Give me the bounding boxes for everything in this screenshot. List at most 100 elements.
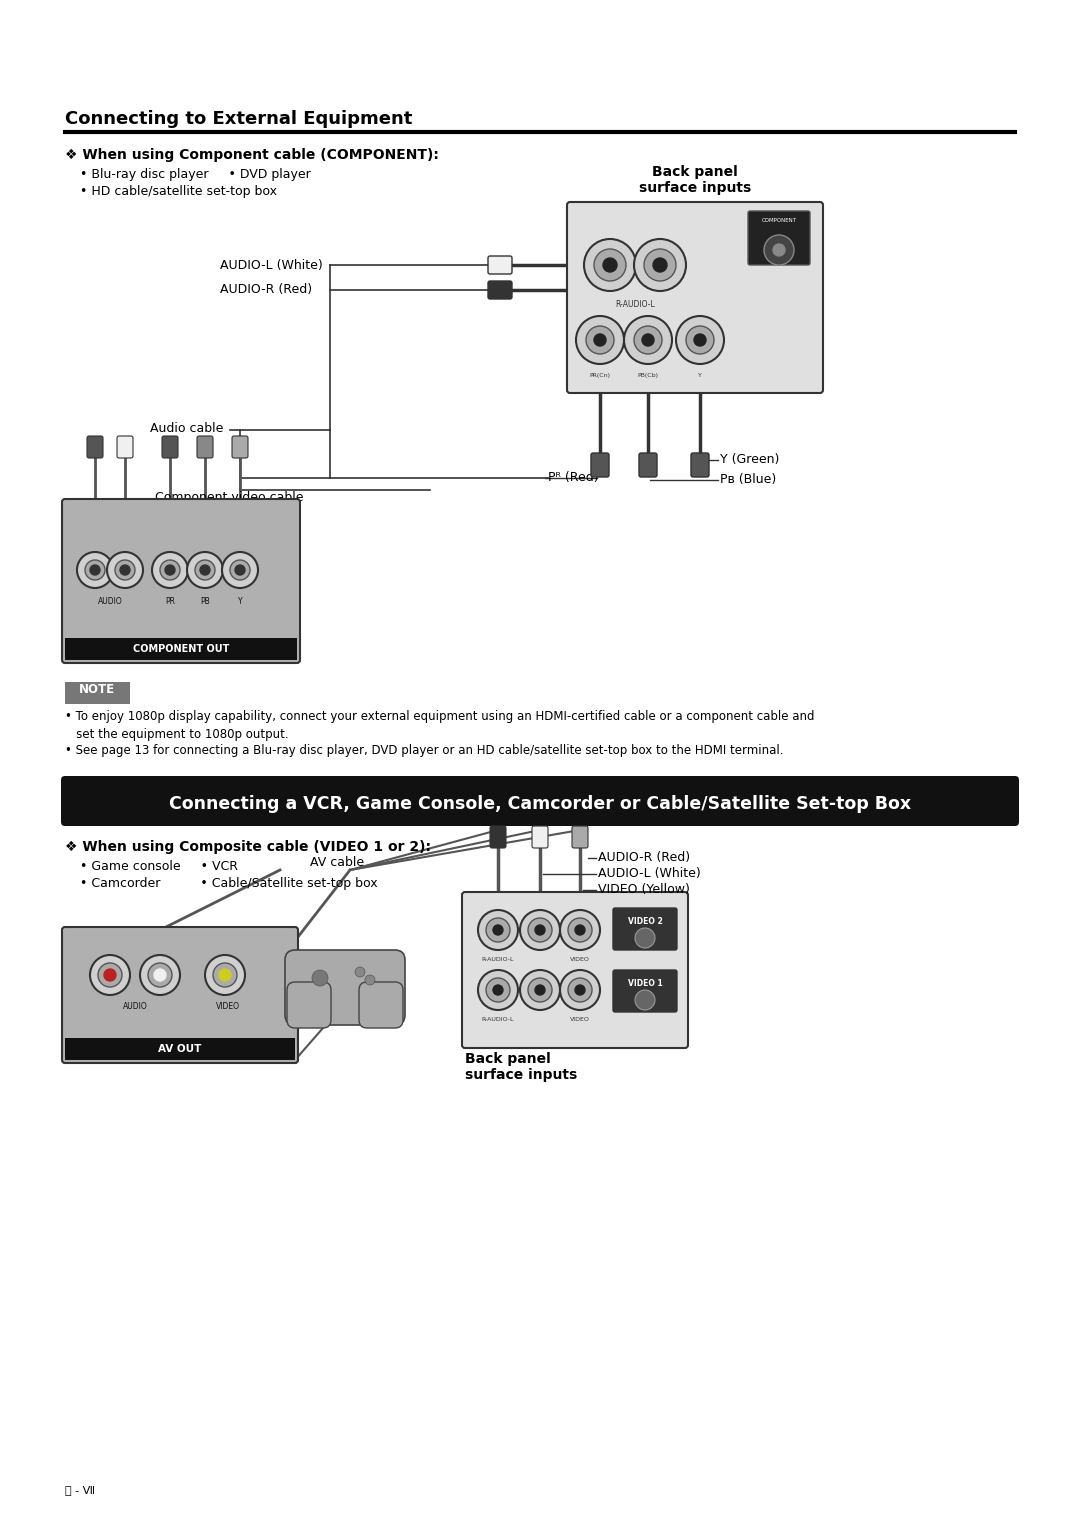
Circle shape (148, 964, 172, 986)
Circle shape (535, 925, 545, 935)
Text: AV cable: AV cable (310, 857, 364, 869)
Circle shape (486, 918, 510, 942)
Text: AUDIO-L (White): AUDIO-L (White) (598, 867, 701, 881)
FancyBboxPatch shape (613, 909, 677, 950)
Circle shape (519, 970, 561, 1009)
Circle shape (642, 334, 654, 347)
Text: R-AUDIO-L: R-AUDIO-L (482, 1017, 514, 1022)
Circle shape (478, 970, 518, 1009)
Circle shape (365, 976, 375, 985)
Circle shape (594, 249, 626, 281)
Text: AUDIO-R (Red): AUDIO-R (Red) (220, 284, 312, 296)
Text: PB: PB (200, 597, 210, 606)
Text: Y (Green): Y (Green) (720, 454, 780, 467)
Text: Audio cable: Audio cable (150, 421, 224, 435)
Circle shape (528, 918, 552, 942)
Circle shape (107, 551, 143, 588)
Text: Pʙ (Blue): Pʙ (Blue) (720, 473, 777, 487)
FancyBboxPatch shape (639, 454, 657, 476)
Circle shape (195, 560, 215, 580)
Text: • HD cable/satellite set-top box: • HD cable/satellite set-top box (80, 185, 276, 199)
Circle shape (312, 970, 328, 986)
FancyBboxPatch shape (488, 281, 512, 299)
Text: COMPONENT OUT: COMPONENT OUT (133, 644, 229, 654)
Text: PR(Cn): PR(Cn) (590, 373, 610, 379)
Circle shape (635, 928, 654, 948)
Circle shape (653, 258, 667, 272)
FancyBboxPatch shape (462, 892, 688, 1048)
Text: R-AUDIO-L: R-AUDIO-L (616, 299, 654, 308)
Circle shape (764, 235, 794, 266)
Text: AUDIO: AUDIO (97, 597, 122, 606)
Circle shape (90, 565, 100, 576)
Circle shape (120, 565, 130, 576)
Text: Connecting a VCR, Game Console, Camcorder or Cable/Satellite Set-top Box: Connecting a VCR, Game Console, Camcorde… (168, 796, 912, 812)
FancyBboxPatch shape (691, 454, 708, 476)
Text: Component video cable: Component video cable (156, 490, 303, 504)
Text: AV OUT: AV OUT (159, 1044, 202, 1054)
Circle shape (576, 316, 624, 363)
Circle shape (213, 964, 237, 986)
Circle shape (85, 560, 105, 580)
Text: • See page 13 for connecting a Blu-ray disc player, DVD player or an HD cable/sa: • See page 13 for connecting a Blu-ray d… (65, 744, 783, 757)
Text: set the equipment to 1080p output.: set the equipment to 1080p output. (65, 728, 288, 741)
Text: Back panel
surface inputs: Back panel surface inputs (639, 165, 751, 195)
Circle shape (568, 977, 592, 1002)
FancyBboxPatch shape (359, 982, 403, 1028)
Text: ❖ When using Component cable (COMPONENT):: ❖ When using Component cable (COMPONENT)… (65, 148, 438, 162)
Bar (65, 638, 297, 660)
Circle shape (77, 551, 113, 588)
Text: Y: Y (698, 373, 702, 379)
Text: COMPONENT: COMPONENT (761, 218, 797, 223)
Text: Pᴿ (Red): Pᴿ (Red) (548, 472, 598, 484)
Circle shape (205, 954, 245, 996)
Circle shape (104, 970, 116, 980)
Circle shape (575, 985, 585, 996)
Circle shape (586, 325, 615, 354)
Text: • Camcorder          • Cable/Satellite set-top box: • Camcorder • Cable/Satellite set-top bo… (80, 876, 378, 890)
Circle shape (98, 964, 122, 986)
FancyBboxPatch shape (62, 499, 300, 663)
Text: VIDEO: VIDEO (570, 957, 590, 962)
Circle shape (694, 334, 706, 347)
Circle shape (561, 970, 600, 1009)
Circle shape (634, 240, 686, 292)
Text: VIDEO 2: VIDEO 2 (627, 918, 662, 925)
Circle shape (219, 970, 231, 980)
Circle shape (160, 560, 180, 580)
Text: AUDIO-L (White): AUDIO-L (White) (220, 258, 323, 272)
Circle shape (486, 977, 510, 1002)
Circle shape (478, 910, 518, 950)
Text: NOTE: NOTE (79, 683, 116, 696)
Circle shape (235, 565, 245, 576)
FancyBboxPatch shape (117, 437, 133, 458)
FancyBboxPatch shape (65, 683, 130, 704)
Text: R-AUDIO-L: R-AUDIO-L (482, 957, 514, 962)
Circle shape (528, 977, 552, 1002)
Text: VIDEO (Yellow): VIDEO (Yellow) (598, 884, 690, 896)
Circle shape (676, 316, 724, 363)
Circle shape (584, 240, 636, 292)
Text: PB(Cb): PB(Cb) (637, 373, 659, 379)
FancyBboxPatch shape (197, 437, 213, 458)
FancyBboxPatch shape (488, 257, 512, 273)
Circle shape (624, 316, 672, 363)
FancyBboxPatch shape (490, 826, 507, 847)
Circle shape (594, 334, 606, 347)
Circle shape (635, 989, 654, 1009)
Circle shape (492, 985, 503, 996)
FancyBboxPatch shape (60, 776, 1020, 826)
Circle shape (575, 925, 585, 935)
FancyBboxPatch shape (287, 982, 330, 1028)
FancyBboxPatch shape (532, 826, 548, 847)
Circle shape (568, 918, 592, 942)
Circle shape (165, 565, 175, 576)
Text: PR: PR (165, 597, 175, 606)
Circle shape (90, 954, 130, 996)
Circle shape (535, 985, 545, 996)
Circle shape (644, 249, 676, 281)
Circle shape (603, 258, 617, 272)
Circle shape (355, 967, 365, 977)
Text: ⓔ - Ⅶ: ⓔ - Ⅶ (65, 1484, 95, 1495)
Text: Y: Y (238, 597, 242, 606)
